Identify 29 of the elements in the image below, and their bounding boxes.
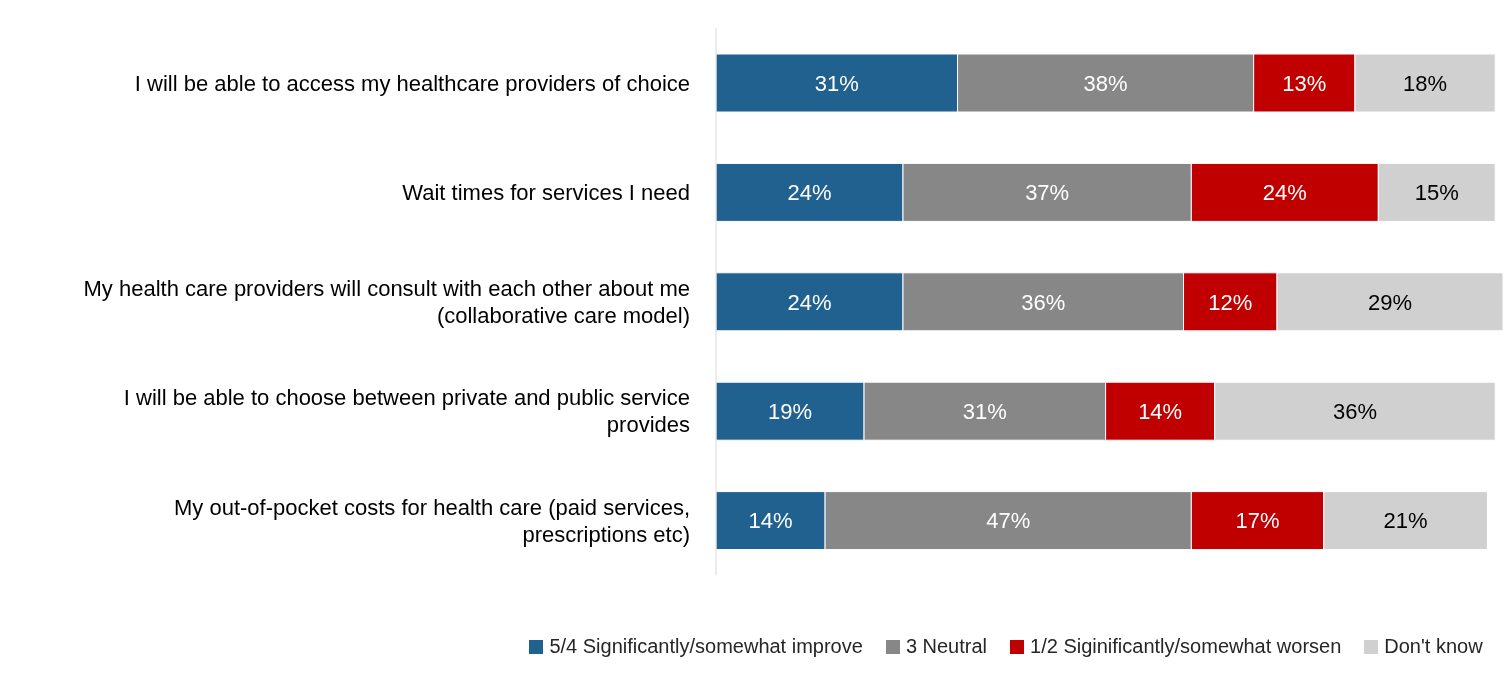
data-label: 15% — [1414, 180, 1459, 206]
data-label: 29% — [1367, 289, 1413, 315]
y-tick-label: My out-of-pocket costs for health care (paid services, prescriptions etc) — [174, 494, 690, 547]
data-label: 24% — [787, 180, 832, 206]
legend-label: 5/4 Significantly/somewhat improve — [549, 635, 863, 658]
data-label: 21% — [1383, 508, 1428, 534]
legend-label: 3 Neutral — [905, 635, 988, 658]
data-label: 19% — [768, 399, 813, 425]
data-label: 47% — [986, 508, 1031, 534]
data-label: 31% — [814, 70, 859, 96]
data-label: 36% — [1332, 399, 1377, 425]
y-tick-label: My health care providers will consult with each other about me (collaborative care model) — [83, 275, 690, 328]
data-label: 38% — [1083, 70, 1128, 96]
legend-label: Don't know — [1384, 635, 1483, 658]
data-label: 36% — [1021, 289, 1066, 315]
data-label: 37% — [1025, 180, 1070, 206]
y-tick-label: I will be able to access my healthcare providers of choice — [134, 70, 690, 96]
data-label: 31% — [962, 399, 1007, 425]
legend-label: 1/2 Siginificantly/somewhat worsen — [1030, 635, 1342, 658]
data-label: 18% — [1403, 70, 1448, 96]
y-tick-label: Wait times for services I need — [402, 179, 690, 205]
data-label: 24% — [1262, 180, 1307, 206]
data-label: 14% — [1138, 399, 1183, 425]
y-tick-label: I will be able to choose between private and public service provides — [123, 384, 690, 437]
data-label: 24% — [787, 289, 832, 315]
data-label: 14% — [748, 508, 793, 534]
data-label: 12% — [1208, 289, 1253, 315]
data-label: 17% — [1235, 508, 1280, 534]
data-label: 13% — [1282, 70, 1327, 96]
